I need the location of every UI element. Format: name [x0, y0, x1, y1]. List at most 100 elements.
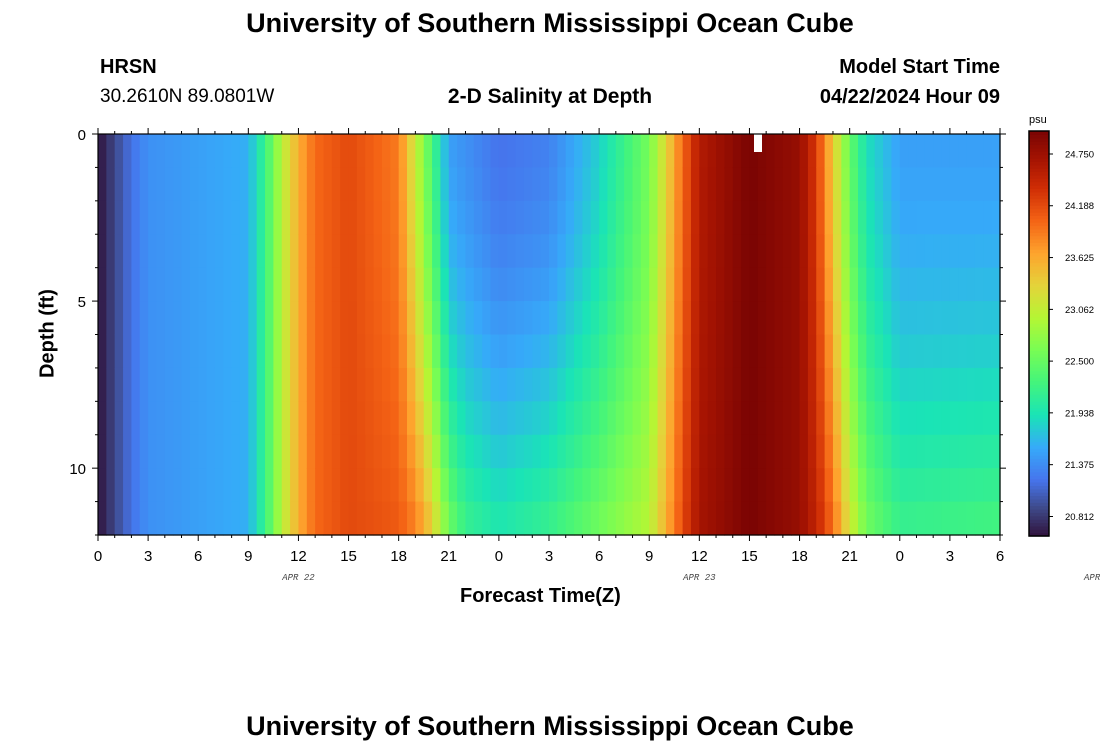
heatmap-cell	[281, 468, 291, 503]
heatmap-cell	[632, 234, 642, 269]
heatmap-cell	[231, 301, 241, 336]
heatmap-cell	[515, 200, 525, 235]
heatmap-cell	[223, 301, 233, 336]
colorbar-segment	[1029, 492, 1049, 497]
heatmap-cell	[958, 167, 968, 202]
heatmap-cell	[590, 167, 600, 202]
heatmap-cell	[98, 134, 107, 169]
heatmap-cell	[958, 334, 968, 369]
heatmap-cell	[966, 468, 976, 503]
heatmap-cell	[498, 434, 508, 469]
heatmap-cell	[933, 334, 943, 369]
heatmap-cell	[532, 134, 542, 169]
heatmap-cell	[557, 234, 567, 269]
heatmap-cell	[306, 501, 316, 536]
heatmap-cell	[214, 367, 224, 402]
heatmap-cell	[440, 367, 450, 402]
heatmap-cell	[507, 267, 517, 302]
heatmap-cell	[624, 401, 634, 436]
heatmap-cell	[482, 501, 492, 536]
colorbar-segment	[1029, 370, 1049, 375]
heatmap-cell	[223, 267, 233, 302]
heatmap-cell	[465, 434, 475, 469]
colorbar-tick-label: 21.938	[1065, 408, 1094, 419]
heatmap-cell	[916, 434, 926, 469]
heatmap-cell	[774, 367, 784, 402]
heatmap-cell	[181, 167, 191, 202]
heatmap-cell	[549, 200, 558, 235]
heatmap-cell	[223, 134, 233, 169]
heatmap-cell	[507, 134, 517, 169]
heatmap-cell	[557, 501, 567, 536]
colorbar-segment	[1029, 228, 1049, 233]
heatmap-cell	[899, 200, 909, 235]
heatmap-cell	[699, 200, 709, 235]
heatmap-cell	[490, 134, 500, 169]
heatmap-cell	[323, 200, 333, 235]
colorbar-segment	[1029, 201, 1049, 206]
heatmap-cell	[741, 267, 751, 302]
heatmap-cell	[256, 401, 266, 436]
heatmap-cell	[599, 267, 609, 302]
heatmap-cell	[381, 301, 391, 336]
heatmap-cell	[490, 167, 500, 202]
heatmap-cell	[599, 134, 609, 169]
heatmap-cell	[941, 267, 951, 302]
heatmap-cell	[523, 167, 533, 202]
heatmap-cell	[356, 134, 366, 169]
heatmap-cell	[415, 200, 425, 235]
heatmap-cell	[390, 501, 400, 536]
heatmap-cell	[766, 401, 776, 436]
heatmap-cell	[832, 134, 842, 169]
heatmap-cell	[306, 434, 316, 469]
heatmap-cell	[290, 200, 300, 235]
heatmap-cell	[515, 334, 525, 369]
colorbar-segment	[1029, 428, 1049, 432]
colorbar-segment	[1029, 262, 1049, 267]
heatmap-cell	[423, 434, 433, 469]
heatmap-cell	[841, 167, 851, 202]
heatmap-cell	[599, 200, 609, 235]
colorbar-segment	[1029, 171, 1049, 176]
heatmap-cell	[749, 267, 759, 302]
heatmap-cell	[315, 200, 325, 235]
heatmap-cell	[340, 367, 350, 402]
heatmap-cell	[407, 200, 416, 235]
heatmap-cell	[356, 234, 366, 269]
heatmap-cell	[766, 434, 776, 469]
heatmap-cell	[540, 301, 550, 336]
colorbar-segment	[1029, 390, 1049, 395]
heatmap-cell	[924, 301, 934, 336]
heatmap-cell	[966, 167, 976, 202]
heatmap-cell	[916, 301, 926, 336]
heatmap-cell	[440, 200, 450, 235]
heatmap-cell	[498, 267, 508, 302]
heatmap-cell	[390, 334, 400, 369]
heatmap-cell	[365, 367, 375, 402]
heatmap-cell	[432, 200, 442, 235]
heatmap-cell	[782, 501, 792, 536]
heatmap-cell	[281, 334, 291, 369]
heatmap-cell	[281, 401, 291, 436]
heatmap-cell	[114, 234, 124, 269]
colorbar-segment	[1029, 134, 1049, 139]
heatmap-cell	[941, 134, 951, 169]
heatmap-cell	[724, 234, 734, 269]
heatmap-cell	[699, 301, 709, 336]
heatmap-cell	[899, 434, 909, 469]
heatmap-cell	[690, 234, 700, 269]
heatmap-cell	[131, 267, 141, 302]
heatmap-cell	[983, 367, 993, 402]
heatmap-cell	[640, 401, 650, 436]
heatmap-cell	[949, 301, 959, 336]
heatmap-cell	[908, 267, 918, 302]
heatmap-cell	[665, 134, 675, 169]
heatmap-cell	[490, 434, 500, 469]
heatmap-cell	[782, 334, 792, 369]
heatmap-cell	[607, 401, 617, 436]
heatmap-cell	[682, 434, 692, 469]
heatmap-cell	[757, 167, 767, 202]
heatmap-cell	[874, 501, 884, 536]
colorbar-segment	[1029, 191, 1049, 196]
heatmap-cell	[331, 367, 341, 402]
